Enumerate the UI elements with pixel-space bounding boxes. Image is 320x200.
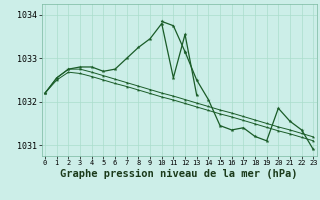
X-axis label: Graphe pression niveau de la mer (hPa): Graphe pression niveau de la mer (hPa): [60, 169, 298, 179]
